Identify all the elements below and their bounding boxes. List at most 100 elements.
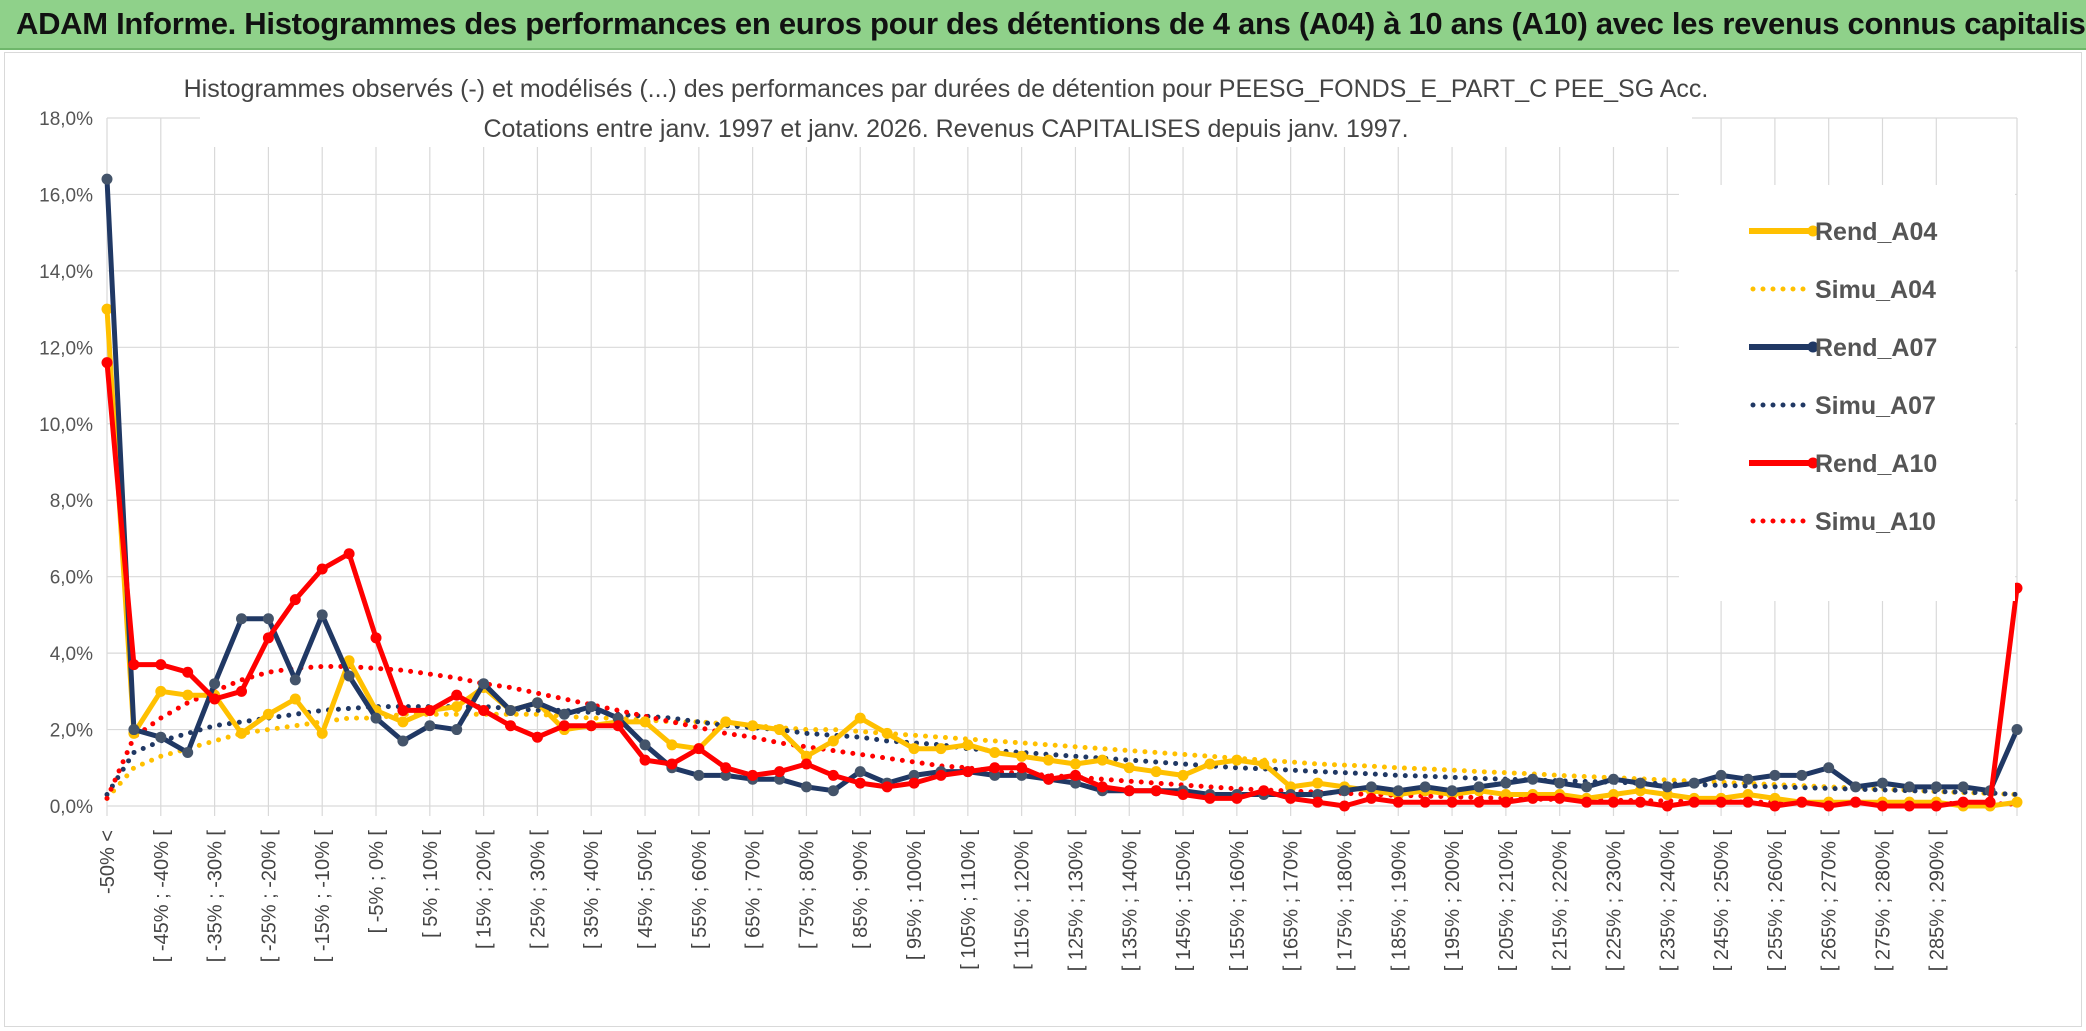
rend-a04-point [1661,789,1673,801]
rend-a04-point [774,724,786,736]
rend-a10-point [424,704,436,716]
x-tick-label: [ 195% ; 200% [ [1442,830,1464,972]
x-tick-label: [ 225% ; 230% [ [1603,830,1625,972]
rend-a07-point [236,613,248,625]
rend-a07-point [800,781,812,793]
rend-a07-point [1796,769,1808,781]
rend-a04-point [1285,781,1297,793]
x-tick-label: [ -15% ; -10% [ [312,830,334,963]
rend-a10-point [1204,792,1216,804]
x-tick-label: [ 85% ; 90% [ [850,830,872,949]
rend-a04-point [289,693,301,705]
legend: Rend_A04 Simu_A04 Rend_A07 Simu_A07 Rend_A10… [1749,218,1937,536]
rend-a07-point [612,712,624,724]
x-tick-label: [ 215% ; 220% [ [1550,830,1572,972]
rend-a07-point [1957,781,1969,793]
rend-a10-point [774,766,786,778]
rend-a07-point [827,785,839,797]
rend-a10-point [693,743,705,755]
x-tick-label: [ 185% ; 190% [ [1388,830,1410,972]
rend-a10-point [370,632,382,644]
rend-a07-point [1500,777,1512,789]
x-tick-label: [ -35% ; -30% [ [205,830,227,963]
y-tick-label: 4,0% [50,644,93,665]
rend-a10-point [989,762,1001,774]
y-tick-label: 6,0% [50,568,93,589]
x-tick-label: [ 5% ; 10% [ [420,830,442,938]
rend-a10-point [1796,796,1808,808]
rend-a10-point [1473,796,1485,808]
rend-a07-point [1392,785,1404,797]
rend-a04-point [935,743,947,755]
rend-a07-point [1016,769,1028,781]
x-tick-label: [ 45% ; 50% [ [635,830,657,949]
x-tick-label: [ -25% ; -20% [ [258,830,280,963]
rend-a07-point [289,674,301,686]
y-tick-label: 12,0% [39,338,93,359]
rend-a07-point [1876,777,1888,789]
y-tick-label: 16,0% [39,185,93,206]
rend-a10-point [209,693,221,705]
legend-label-rend-a04: Rend_A04 [1815,218,1937,246]
rend-a10-point [1688,796,1700,808]
rend-a10-point [1527,792,1539,804]
rend-a04-point [1177,769,1189,781]
x-tick-label: [ 155% ; 160% [ [1227,830,1249,972]
rend-a04-point [155,685,167,697]
rend-a07-point [1446,785,1458,797]
rend-a10-point [1043,773,1055,785]
rend-a10-point [881,781,893,793]
rend-a07-point [1365,781,1377,793]
rend-a10-point [1823,800,1835,812]
x-tick-label: [ 145% ; 150% [ [1173,830,1195,972]
rend-a07-point [1742,773,1754,785]
x-axis: -50% < [ -45% ; -40% [ [ -35% ; -30% [ [ -2… [97,830,1948,972]
rend-a04-point [182,689,194,701]
rend-a04-point [316,727,328,739]
rend-a04-point [1096,754,1108,766]
x-tick-label: -50% < [97,830,119,894]
x-tick-label: [ 175% ; 180% [ [1334,830,1356,972]
rend-a10-point [1123,785,1135,797]
rend-a10-point [451,689,463,701]
rend-a10-point [1392,796,1404,808]
x-tick-label: [ 275% ; 280% [ [1872,830,1894,972]
rend-a04-point [800,750,812,762]
rend-a10-point [1285,792,1297,804]
x-tick-label: [ 115% ; 120% [ [1012,830,1034,970]
x-tick-label: [ 75% ; 80% [ [796,830,818,949]
legend-backdrop [1679,185,2015,601]
rend-a04-point [747,720,759,732]
rend-a10-point [128,659,140,671]
rend-a07-point [1607,773,1619,785]
y-tick-label: 2,0% [50,721,93,742]
legend-label-rend-a10: Rend_A10 [1815,450,1937,478]
rend-a04-point [397,716,409,728]
rend-a07-point [155,731,167,743]
legend-marker-rend-a04 [1807,225,1819,237]
rend-a07-point [1688,777,1700,789]
rend-a07-point [1069,777,1081,789]
rend-a07-point [2011,724,2023,736]
rend-a10-point [478,704,490,716]
y-tick-label: 18,0% [39,109,93,130]
y-tick-label: 8,0% [50,491,93,512]
rend-a07-point [531,697,543,709]
rend-a07-point [1769,769,1781,781]
rend-a07-point [1419,781,1431,793]
rend-a07-point [262,613,274,625]
rend-a04-point [827,735,839,747]
rend-a10-point [666,758,678,770]
rend-a04-point [1016,750,1028,762]
rend-a10-point [908,777,920,789]
rend-a04-point [1204,758,1216,770]
rend-a07-point [1581,781,1593,793]
rend-a10-point [236,685,248,697]
x-tick-label: [ -45% ; -40% [ [151,830,173,963]
rend-a04-point [720,716,732,728]
simu-a04-line [104,711,2020,801]
rend-a07-point [128,724,140,736]
rend-a10-point [1338,800,1350,812]
rend-a10-point [262,632,274,644]
x-tick-label: [ 65% ; 70% [ [743,830,765,949]
